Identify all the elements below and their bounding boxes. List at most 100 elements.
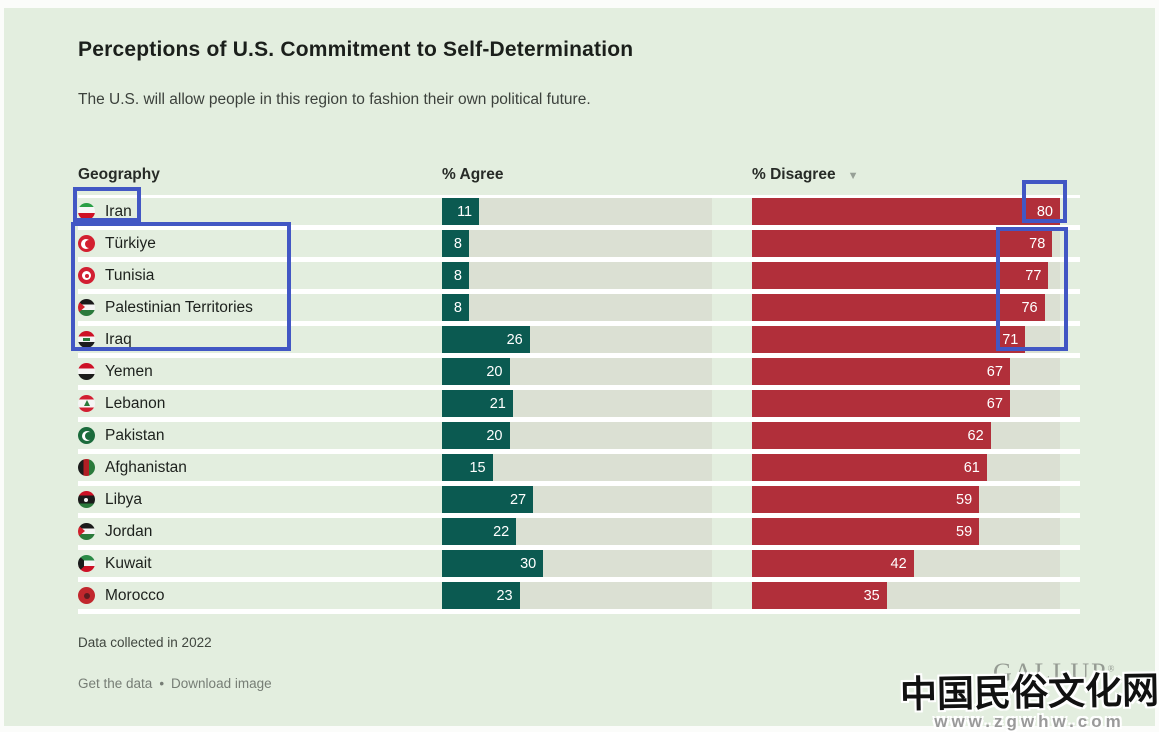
disagree-bar: 59 (752, 486, 980, 513)
watermark-chinese-text: 中国民俗文化网 (899, 667, 1159, 717)
agree-value: 20 (486, 427, 503, 444)
table-body: Iran 11 80 Türkiye 8 78 Tunisia 8 77 Palestinian … (78, 195, 1080, 614)
agree-bar: 8 (442, 230, 469, 257)
geography-cell: Yemen (78, 358, 442, 385)
agree-value: 23 (496, 587, 513, 604)
geography-cell: Iraq (78, 326, 442, 353)
row-tail (1060, 422, 1080, 449)
site-watermark: 中国民俗文化网 www.zgwhw.com (899, 667, 1159, 730)
disagree-bar-track: 77 (752, 262, 1060, 289)
disagree-value: 61 (963, 459, 980, 476)
table-header-row: Geography % Agree % Disagree ▼ (78, 166, 1080, 184)
agree-value: 11 (457, 203, 473, 220)
column-gap (712, 518, 752, 545)
agree-bar: 23 (442, 582, 520, 609)
disagree-bar: 67 (752, 390, 1010, 417)
disagree-value: 35 (863, 587, 880, 604)
disagree-bar-track: 76 (752, 294, 1060, 321)
disagree-bar: 62 (752, 422, 991, 449)
geography-cell: Afghanistan (78, 454, 442, 481)
column-gap (712, 454, 752, 481)
agree-value: 27 (509, 491, 527, 508)
row-tail (1060, 518, 1080, 545)
column-gap (712, 550, 752, 577)
agree-bar: 27 (442, 486, 534, 513)
column-header-disagree[interactable]: % Disagree ▼ (752, 166, 858, 184)
row-tail (1060, 262, 1080, 289)
afghanistan-flag-icon (78, 459, 95, 476)
disagree-bar-track: 59 (752, 518, 1060, 545)
row-tail (1060, 198, 1080, 225)
table-row: Türkiye 8 78 (78, 230, 1080, 262)
table-row: Iraq 26 71 (78, 326, 1080, 358)
agree-bar-track: 8 (442, 294, 712, 321)
geography-cell: Libya (78, 486, 442, 513)
disagree-bar: 77 (752, 262, 1049, 289)
agree-bar-track: 26 (442, 326, 712, 353)
disagree-bar: 42 (752, 550, 914, 577)
disagree-value: 77 (1025, 267, 1042, 284)
geography-cell: Pakistan (78, 422, 442, 449)
disagree-bar-track: 71 (752, 326, 1060, 353)
country-label: Yemen (105, 362, 153, 380)
country-label: Palestinian Territories (105, 298, 253, 316)
turkiye-flag-icon (78, 235, 95, 252)
iraq-flag-icon (78, 331, 95, 348)
agree-bar: 11 (442, 198, 480, 225)
table-row: Pakistan 20 62 (78, 422, 1080, 454)
disagree-value: 67 (986, 395, 1003, 412)
get-the-data-link[interactable]: Get the data (78, 676, 153, 691)
disagree-value: 71 (1002, 331, 1019, 348)
agree-bar-track: 21 (442, 390, 712, 417)
gallup-logo: GALLUP® (993, 658, 1115, 687)
column-gap (712, 198, 752, 225)
column-gap (712, 486, 752, 513)
agree-value: 30 (520, 555, 537, 572)
disagree-value: 62 (967, 427, 984, 444)
country-label: Libya (105, 490, 143, 508)
column-gap (712, 358, 752, 385)
geography-cell: Morocco (78, 582, 442, 609)
row-tail (1060, 294, 1080, 321)
agree-bar-track: 8 (442, 262, 712, 289)
column-gap (712, 422, 752, 449)
palestine-flag-icon (78, 299, 95, 316)
table-row: Tunisia 8 77 (78, 262, 1080, 294)
disagree-bar: 76 (752, 294, 1045, 321)
morocco-flag-icon (78, 587, 95, 604)
agree-bar: 30 (442, 550, 544, 577)
disagree-bar: 61 (752, 454, 987, 481)
column-gap (712, 262, 752, 289)
country-label: Iraq (105, 330, 132, 348)
agree-bar-track: 30 (442, 550, 712, 577)
disagree-value: 67 (986, 363, 1003, 380)
disagree-bar: 59 (752, 518, 980, 545)
agree-bar: 22 (442, 518, 517, 545)
disagree-bar-track: 62 (752, 422, 1060, 449)
agree-value: 15 (469, 459, 486, 476)
geography-cell: Jordan (78, 518, 442, 545)
disagree-bar-track: 35 (752, 582, 1060, 609)
column-header-disagree-label: % Disagree (752, 166, 836, 183)
row-tail (1060, 582, 1080, 609)
agree-value: 20 (486, 363, 503, 380)
download-image-link[interactable]: Download image (171, 676, 272, 691)
disagree-value: 78 (1029, 235, 1046, 252)
country-label: Afghanistan (105, 458, 187, 476)
row-tail (1060, 358, 1080, 385)
tunisia-flag-icon (78, 267, 95, 284)
row-tail (1060, 390, 1080, 417)
disagree-bar: 80 (752, 198, 1060, 225)
agree-bar: 8 (442, 294, 469, 321)
column-header-agree[interactable]: % Agree (442, 166, 504, 183)
row-tail (1060, 486, 1080, 513)
disagree-bar-track: 67 (752, 390, 1060, 417)
disagree-bar-track: 42 (752, 550, 1060, 577)
agree-value: 8 (453, 267, 462, 284)
geography-cell: Türkiye (78, 230, 442, 257)
row-tail (1060, 454, 1080, 481)
disagree-value: 42 (890, 555, 907, 572)
agree-value: 8 (453, 235, 462, 252)
column-header-geography[interactable]: Geography (78, 166, 160, 183)
lebanon-flag-icon (78, 395, 95, 412)
